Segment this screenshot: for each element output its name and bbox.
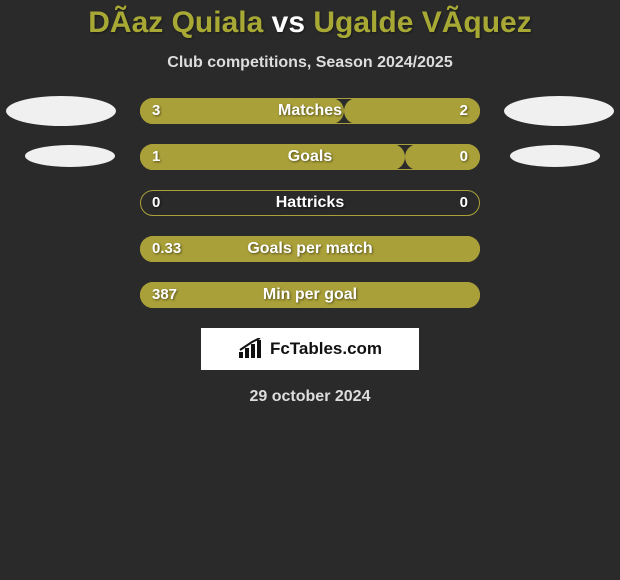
stat-label: Goals — [140, 144, 480, 170]
stats-container: 3 Matches 2 1 Goals 0 0 Hat — [0, 98, 620, 308]
subtitle: Club competitions, Season 2024/2025 — [0, 54, 620, 72]
stat-label: Hattricks — [140, 190, 480, 216]
brand-badge[interactable]: FcTables.com — [201, 328, 419, 370]
bar-track: 3 Matches 2 — [140, 98, 480, 124]
bar-track: 0 Hattricks 0 — [140, 190, 480, 216]
stat-row-gpm: 0.33 Goals per match — [0, 236, 620, 262]
stat-row-matches: 3 Matches 2 — [0, 98, 620, 124]
value-right: 0 — [460, 190, 468, 216]
brand-text: FcTables.com — [270, 339, 382, 359]
stat-label: Matches — [140, 98, 480, 124]
player2-photo — [504, 96, 614, 126]
bar-track: 1 Goals 0 — [140, 144, 480, 170]
vs-label: vs — [272, 6, 305, 39]
value-left: 0.33 — [152, 236, 181, 262]
value-left: 1 — [152, 144, 160, 170]
stat-row-hattricks: 0 Hattricks 0 — [0, 190, 620, 216]
stat-row-mpg: 387 Min per goal — [0, 282, 620, 308]
stat-label: Min per goal — [140, 282, 480, 308]
bar-track: 0.33 Goals per match — [140, 236, 480, 262]
player1-photo — [6, 96, 116, 126]
player2-name: Ugalde VÃ­quez — [313, 6, 531, 39]
stat-row-goals: 1 Goals 0 — [0, 144, 620, 170]
chart-icon — [238, 338, 264, 360]
comparison-widget: DÃ­az Quiala vs Ugalde VÃ­quez Club comp… — [0, 0, 620, 580]
page-title: DÃ­az Quiala vs Ugalde VÃ­quez — [0, 0, 620, 40]
player1-photo-small — [25, 145, 115, 167]
value-left: 3 — [152, 98, 160, 124]
stat-label: Goals per match — [140, 236, 480, 262]
value-left: 387 — [152, 282, 177, 308]
value-right: 2 — [460, 98, 468, 124]
value-left: 0 — [152, 190, 160, 216]
date-text: 29 october 2024 — [0, 388, 620, 406]
bar-track: 387 Min per goal — [140, 282, 480, 308]
player2-photo-small — [510, 145, 600, 167]
value-right: 0 — [460, 144, 468, 170]
player1-name: DÃ­az Quiala — [88, 6, 263, 39]
